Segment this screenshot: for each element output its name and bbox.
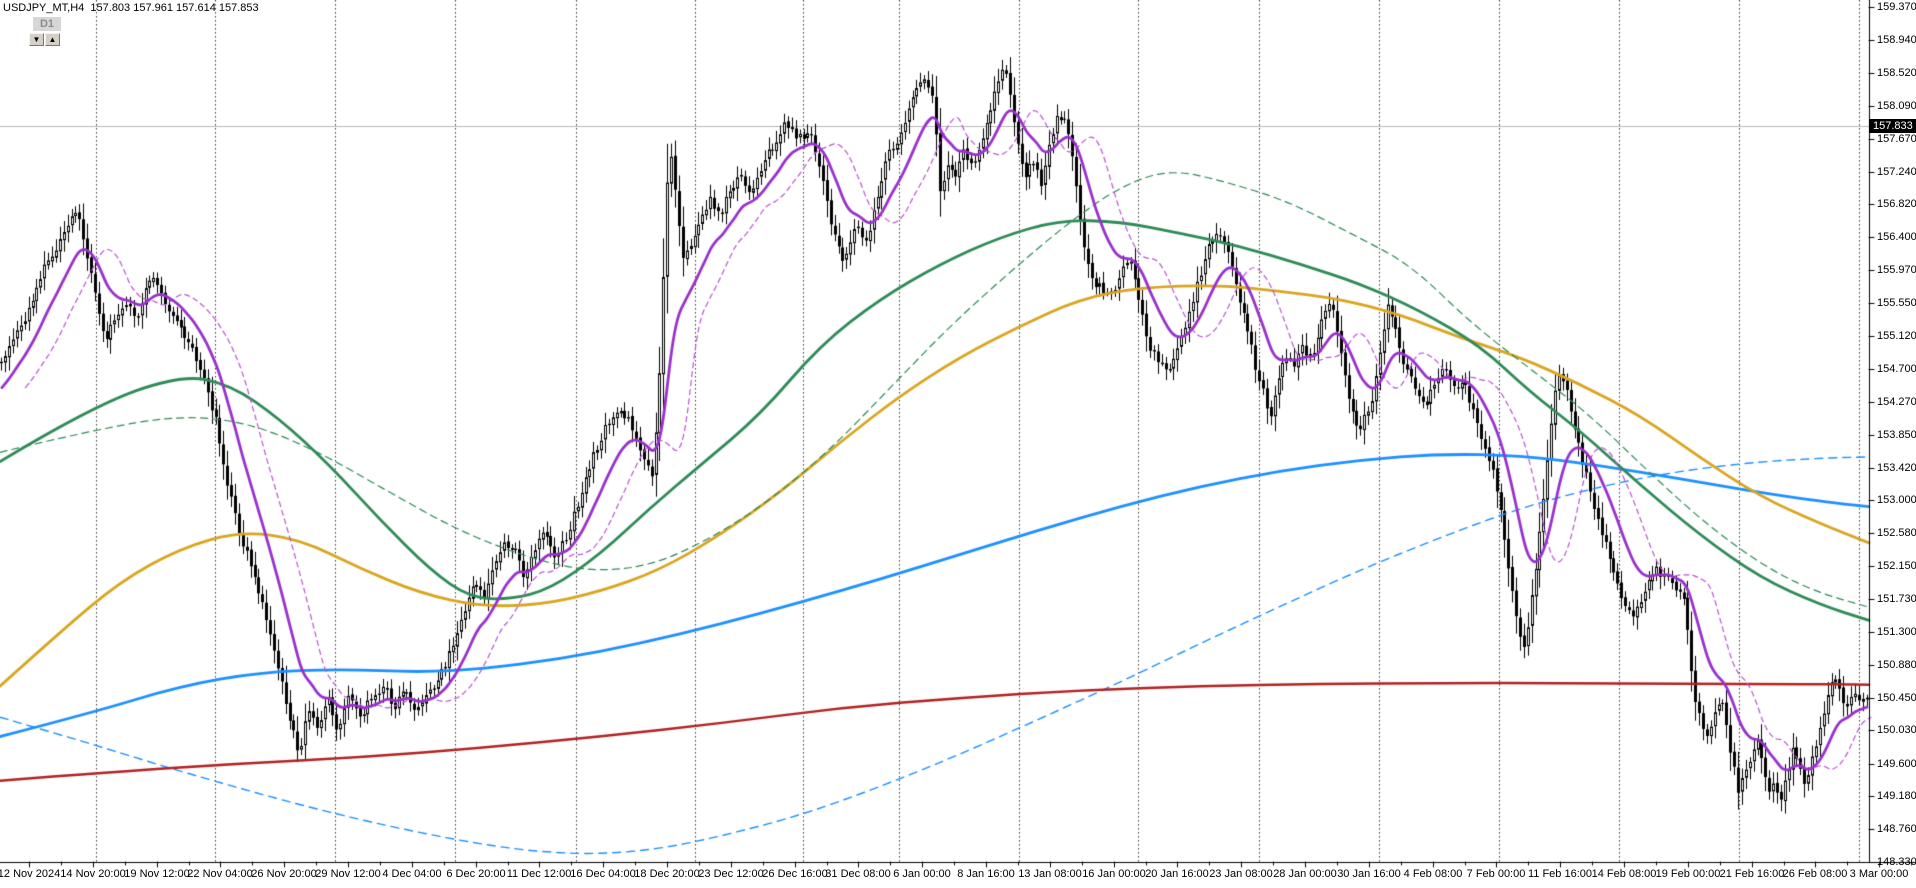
time-axis-label: 4 Feb 08:00 [1403, 868, 1463, 880]
time-axis-label: 31 Dec 08:00 [825, 868, 891, 880]
price-axis-label: 150.450 [1877, 691, 1916, 704]
price-axis-label: 152.150 [1877, 560, 1916, 573]
time-axis-label: 23 Jan 08:00 [1209, 868, 1273, 880]
price-axis-label: 156.820 [1877, 198, 1916, 211]
up-arrow-icon: ▲ [48, 35, 57, 44]
timeframe-down-button[interactable]: ▼ [29, 33, 44, 46]
price-axis-label: 149.600 [1877, 757, 1916, 770]
time-axis-label: 26 Dec 16:00 [762, 868, 828, 880]
time-axis-label: 14 Nov 20:00 [60, 868, 126, 880]
price-axis-label: 158.090 [1877, 100, 1916, 113]
price-axis-label: 153.850 [1877, 428, 1916, 441]
time-axis-label: 3 Mar 00:00 [1849, 868, 1909, 880]
time-axis-label: 11 Dec 12:00 [506, 868, 572, 880]
time-axis-label: 20 Jan 16:00 [1145, 868, 1209, 880]
price-axis-label: 158.940 [1877, 34, 1916, 47]
time-axis-label: 16 Jan 00:00 [1082, 868, 1146, 880]
time-axis-label: 7 Feb 00:00 [1466, 868, 1526, 880]
time-axis-label: 18 Dec 20:00 [634, 868, 700, 880]
time-axis-label: 19 Feb 00:00 [1655, 868, 1721, 880]
time-axis-label: 21 Feb 16:00 [1719, 868, 1785, 880]
price-axis-label: 155.970 [1877, 264, 1916, 277]
time-axis-label: 26 Nov 20:00 [251, 868, 317, 880]
price-axis-label: 148.760 [1877, 822, 1916, 835]
price-axis-label: 156.400 [1877, 231, 1916, 243]
time-axis-label: 28 Jan 00:00 [1273, 868, 1337, 880]
time-axis[interactable]: 12 Nov 2024 14 Nov 20:00 19 Nov 12:00 22 No… [0, 863, 1916, 888]
time-axis-label: 16 Dec 04:00 [570, 868, 636, 880]
price-axis[interactable]: 159.370 158.940 158.520 158.090 157.670 157.2… [1869, 0, 1916, 868]
price-axis-label: 152.580 [1877, 526, 1916, 539]
time-axis-label: 14 Feb 08:00 [1591, 868, 1657, 880]
price-axis-label: 159.370 [1877, 1, 1916, 13]
price-axis-label: 157.240 [1877, 165, 1916, 178]
timeframe-up-button[interactable]: ▲ [45, 33, 60, 46]
down-arrow-icon: ▼ [32, 35, 41, 44]
time-axis-label: 22 Nov 04:00 [187, 868, 253, 880]
time-axis-label: 19 Nov 12:00 [124, 868, 190, 880]
time-axis-label: 13 Jan 08:00 [1018, 868, 1082, 880]
time-axis-label: 23 Dec 12:00 [698, 868, 764, 880]
price-axis-label: 150.030 [1877, 724, 1916, 737]
chart-title: USDJPY_MT,H4 157.803 157.961 157.614 157… [3, 2, 259, 14]
time-axis-label: 12 Nov 2024 [0, 868, 61, 880]
time-axis-label: 8 Jan 16:00 [957, 868, 1015, 880]
time-axis-label: 6 Dec 20:00 [446, 868, 506, 880]
price-axis-label: 154.270 [1877, 395, 1916, 408]
price-axis-label: 157.670 [1877, 132, 1916, 145]
price-axis-label: 149.180 [1877, 790, 1916, 803]
price-axis-label: 151.300 [1877, 625, 1916, 638]
time-axis-label: 6 Jan 00:00 [893, 868, 951, 880]
timeframe-label: D1 [33, 17, 61, 31]
price-axis-label: 153.000 [1877, 494, 1916, 507]
price-axis-label: 154.700 [1877, 362, 1916, 375]
price-axis-label: 148.330 [1877, 856, 1916, 868]
price-axis-label: 155.550 [1877, 296, 1916, 309]
time-axis-label: 30 Jan 16:00 [1337, 868, 1401, 880]
price-axis-label: 155.120 [1877, 330, 1916, 343]
time-axis-label: 29 Nov 12:00 [315, 868, 381, 880]
time-axis-label: 11 Feb 16:00 [1527, 868, 1593, 880]
price-axis-label: 150.880 [1877, 658, 1916, 671]
time-axis-label: 26 Feb 08:00 [1782, 868, 1848, 880]
price-axis-label: 158.520 [1877, 66, 1916, 79]
price-axis-label: 151.730 [1877, 592, 1916, 605]
current-price-tag: 157.833 [1869, 119, 1916, 134]
price-axis-label: 153.420 [1877, 461, 1916, 474]
time-axis-label: 4 Dec 04:00 [382, 868, 442, 880]
